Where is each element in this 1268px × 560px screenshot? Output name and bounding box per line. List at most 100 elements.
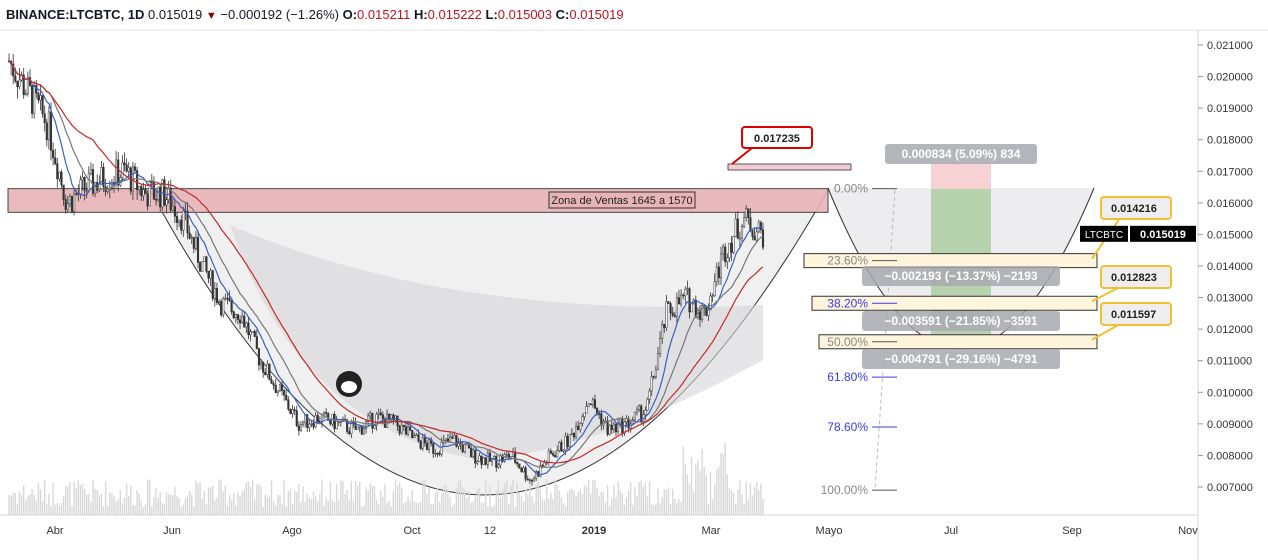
- volume-bar: [363, 505, 365, 515]
- volume-bar: [188, 490, 191, 515]
- volume-bar: [564, 506, 567, 515]
- candle-body: [539, 465, 542, 477]
- volume-bar: [594, 479, 596, 515]
- candle-body: [215, 288, 218, 303]
- candle-body: [667, 301, 670, 304]
- volume-bar: [573, 490, 575, 515]
- candle-body: [730, 242, 733, 253]
- candle-body: [564, 436, 567, 451]
- volume-bar: [737, 489, 739, 515]
- volume-bar: [724, 442, 726, 515]
- volume-bar: [485, 480, 487, 515]
- volume-bar: [102, 506, 105, 515]
- volume-bar: [41, 500, 44, 515]
- x-tick-label: Mar: [702, 525, 721, 537]
- volume-bar: [470, 502, 472, 515]
- volume-bar: [230, 500, 233, 515]
- volume-bar: [96, 490, 98, 515]
- volume-bar: [430, 503, 432, 515]
- candle-body: [386, 413, 389, 428]
- volume-bar: [745, 482, 747, 515]
- candle-body: [600, 413, 603, 426]
- candle-body: [690, 302, 693, 313]
- candle-body: [732, 236, 735, 253]
- volume-bar: [722, 453, 724, 515]
- candle-body: [640, 405, 643, 422]
- volume-bar: [161, 502, 164, 515]
- candle-body: [638, 405, 641, 410]
- volume-bar: [684, 464, 686, 515]
- candle-body: [329, 420, 332, 425]
- candle-body: [285, 395, 288, 401]
- candle-body: [675, 297, 678, 317]
- candle-body: [518, 463, 521, 469]
- candle-body: [142, 189, 145, 197]
- volume-bar: [172, 495, 174, 515]
- fib-level-label: 0.00%: [834, 182, 868, 196]
- measure-label-box: [862, 311, 1060, 331]
- volume-bar: [54, 504, 56, 515]
- volume-bar: [321, 479, 323, 515]
- candle-body: [79, 179, 82, 194]
- candle-body: [81, 177, 84, 181]
- candle-body: [188, 232, 191, 239]
- candle-body: [335, 420, 338, 430]
- candle-body: [673, 315, 676, 317]
- volume-bar: [743, 503, 745, 515]
- volume-bar: [575, 496, 577, 515]
- candle-body: [411, 430, 414, 438]
- candle-body: [12, 63, 15, 77]
- volume-bar: [205, 504, 208, 515]
- volume-bar: [39, 489, 42, 515]
- candle-body: [150, 181, 153, 184]
- volume-bar: [182, 504, 185, 515]
- candle-body: [428, 439, 431, 450]
- candle-body: [547, 450, 550, 463]
- candle-body: [257, 348, 260, 366]
- candle-body: [222, 298, 225, 316]
- volume-bar: [392, 491, 395, 515]
- last-price-label: 0.015019: [1140, 229, 1186, 241]
- volume-bar: [520, 495, 523, 515]
- volume-bar: [709, 472, 712, 515]
- volume-bar: [417, 502, 420, 515]
- volume-bar: [48, 493, 50, 515]
- candle-body: [308, 423, 311, 428]
- sell-zone-label-box: [548, 191, 696, 209]
- volume-bar: [140, 500, 143, 515]
- candle-body: [125, 164, 128, 172]
- candle-body: [400, 424, 403, 434]
- candle-body: [253, 331, 256, 337]
- volume-bar: [237, 492, 239, 515]
- candle-body: [16, 80, 19, 88]
- candle-body: [593, 399, 597, 409]
- target-zone: [727, 163, 852, 171]
- candle-body: [661, 324, 664, 339]
- candle-body: [70, 195, 74, 212]
- candle-body: [743, 217, 746, 227]
- volume-bar: [29, 494, 31, 515]
- volume-bar: [235, 505, 237, 515]
- open-value: 0.015211: [357, 7, 411, 22]
- candle-body: [451, 436, 454, 439]
- candle-body: [522, 467, 525, 472]
- volume-bar: [233, 493, 235, 515]
- candle-body: [577, 425, 580, 431]
- volume-bar: [325, 497, 327, 515]
- volume-bar: [149, 479, 151, 515]
- volume-bar: [548, 498, 550, 515]
- candle-body: [140, 186, 143, 197]
- candle-body: [520, 468, 523, 472]
- volume-bar: [142, 506, 145, 515]
- candle-body: [322, 411, 326, 416]
- candle-body: [64, 199, 67, 210]
- volume-bar: [667, 487, 670, 515]
- candle-body: [575, 425, 578, 438]
- candle-body: [196, 236, 200, 263]
- candle-body: [480, 455, 483, 465]
- candle-body: [453, 435, 456, 439]
- volume-bar: [627, 490, 630, 515]
- candle-body: [39, 95, 42, 101]
- candle-body: [127, 167, 130, 172]
